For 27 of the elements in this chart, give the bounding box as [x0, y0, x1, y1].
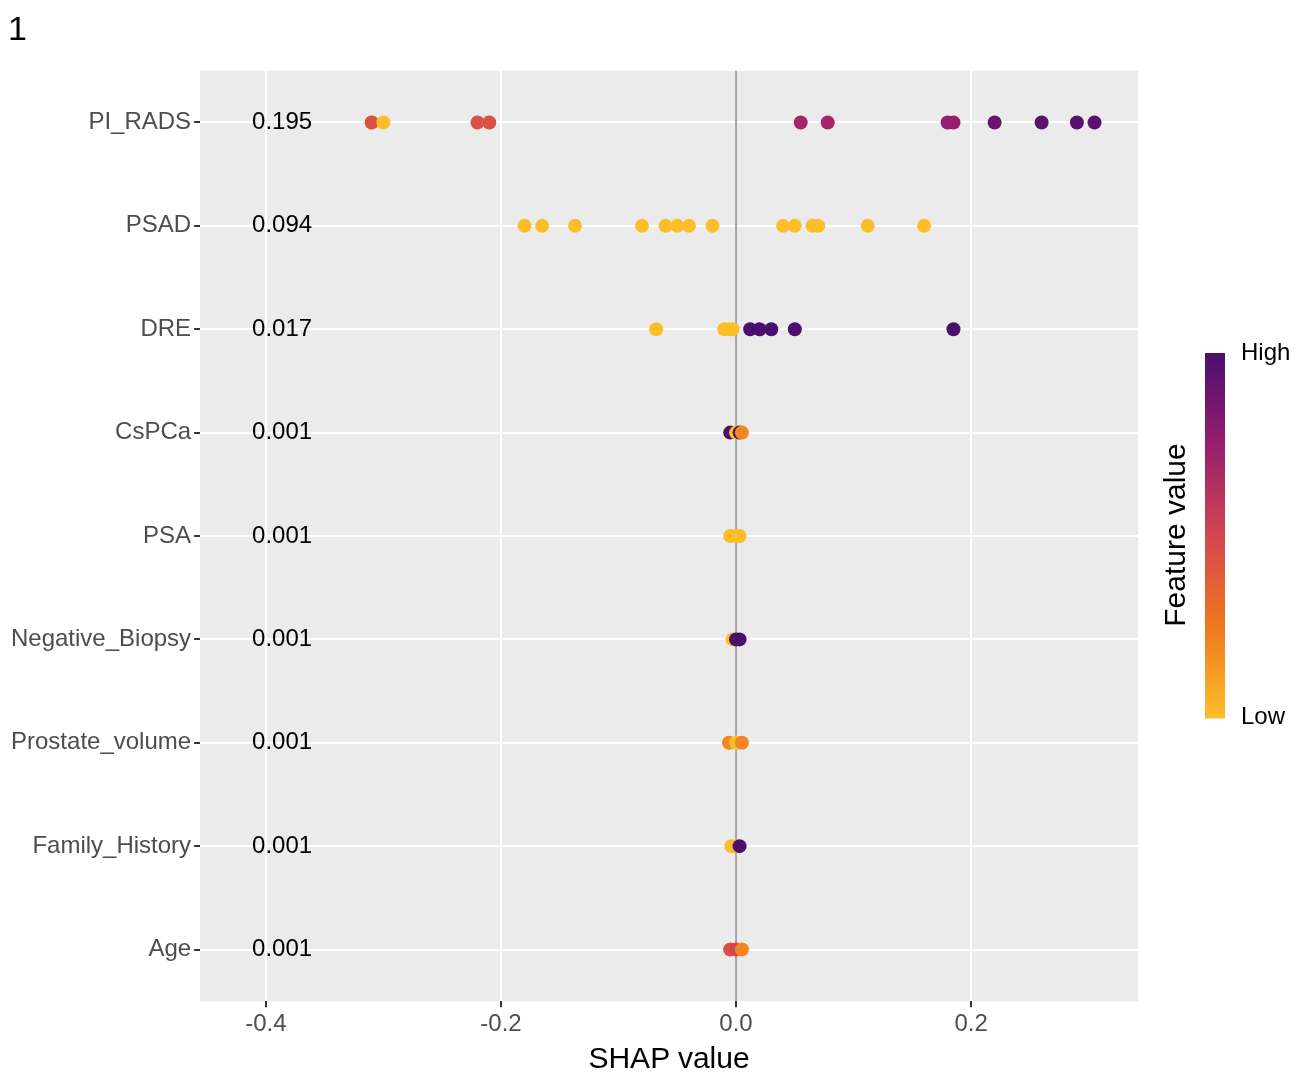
x-axis-title: SHAP value: [588, 1041, 750, 1075]
annotation: 0.001: [252, 830, 313, 858]
x-tick-label: 0.2: [954, 1009, 988, 1037]
annotation: 0.094: [252, 210, 313, 238]
y-tick-label: CsPCa: [115, 417, 192, 445]
x-tick-label: 0.0: [719, 1009, 753, 1037]
color-bar-title: Feature value: [1158, 443, 1192, 627]
y-tick-label: Prostate_volume: [11, 727, 192, 755]
annotation: 0.017: [252, 313, 313, 341]
y-tick-label: PSA: [143, 520, 192, 548]
annotation: 0.001: [252, 934, 313, 962]
y-tick-label: Family_History: [32, 830, 192, 858]
x-tick-label: -0.4: [245, 1009, 287, 1037]
y-tick-label: Age: [148, 934, 192, 962]
annotation: 0.001: [252, 727, 313, 755]
y-tick-label: Negative_Biopsy: [11, 624, 192, 651]
x-tick-label: -0.2: [480, 1009, 522, 1037]
y-tick-label: DRE: [140, 313, 192, 341]
y-tick-label: PI_RADS: [88, 107, 192, 135]
annotation: 0.001: [252, 417, 313, 445]
color-bar-label: Low: [1241, 701, 1286, 729]
annotation: 0.195: [252, 107, 313, 135]
color-bar-label: High: [1241, 337, 1291, 365]
annotation: 0.001: [252, 520, 313, 548]
annotation: 0.001: [252, 624, 313, 651]
y-tick-label: PSAD: [125, 210, 192, 238]
chart-title: 1: [8, 8, 27, 47]
